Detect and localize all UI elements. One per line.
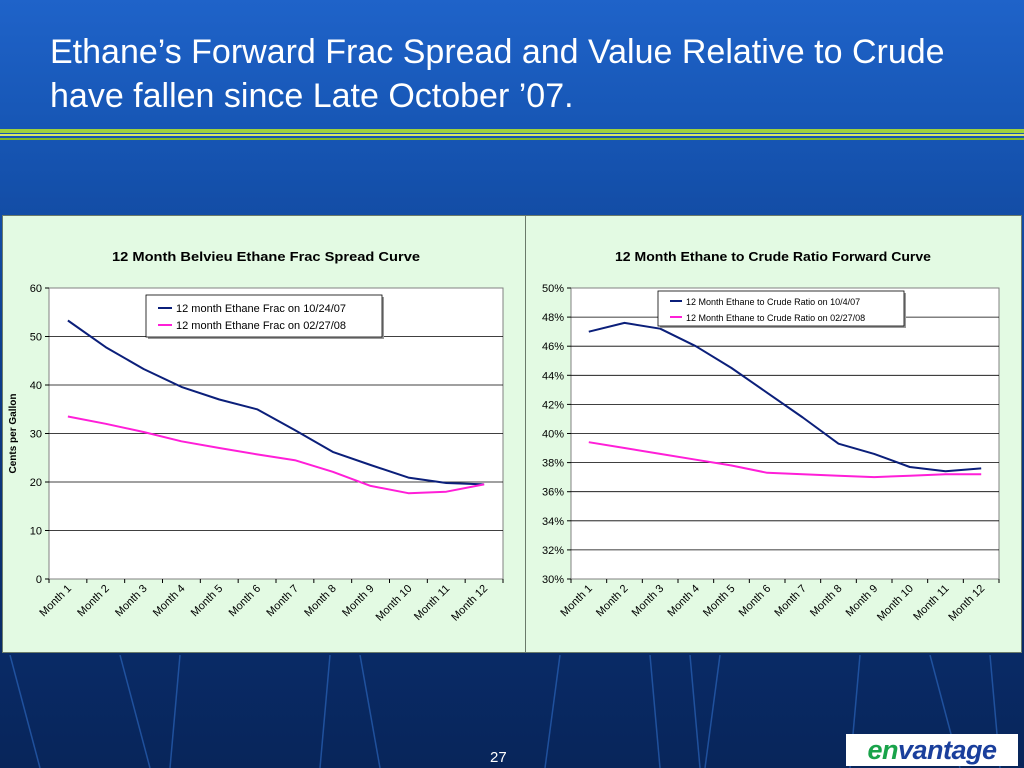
y-tick-label: 44% [542, 370, 564, 382]
y-tick-label: 40 [30, 380, 42, 392]
y-tick-label: 46% [542, 341, 564, 353]
legend-box [145, 294, 383, 338]
x-tick-label: Month 7 [772, 583, 809, 620]
y-tick-label: 42% [542, 399, 564, 411]
y-tick-label: 30 [30, 429, 42, 441]
x-tick-label: Month 7 [264, 583, 301, 620]
y-tick-label: 0 [36, 574, 42, 586]
y-tick-label: 50% [542, 283, 564, 295]
x-tick-label: Month 8 [808, 583, 845, 620]
x-tick-label: Month 5 [701, 583, 738, 620]
y-tick-label: 20 [30, 477, 42, 489]
y-tick-label: 60 [30, 283, 42, 295]
x-tick-label: Month 8 [302, 583, 339, 620]
ethane-crude-ratio-chart: 12 Month Ethane to Crude Ratio Forward C… [542, 249, 1000, 624]
title-rule [0, 129, 1024, 133]
x-tick-label: Month 1 [558, 583, 595, 620]
y-tick-label: 40% [542, 429, 564, 441]
x-tick-label: Month 9 [844, 583, 881, 620]
title-rule-thin [0, 134, 1024, 136]
page-number: 27 [490, 749, 507, 766]
series-line-1 [588, 321, 982, 473]
title-rule-lower [0, 138, 1024, 140]
y-tick-label: 34% [542, 516, 564, 528]
x-tick-label: Month 11 [911, 583, 951, 623]
y-axis-title: Cents per Gallon [8, 393, 19, 473]
y-tick-label: 10 [30, 526, 42, 538]
legend-label: 12 month Ethane Frac on 02/27/08 [176, 320, 346, 332]
y-tick-label: 50 [30, 332, 42, 344]
series-line-1 [67, 319, 485, 486]
x-tick-label: Month 2 [75, 583, 112, 620]
slide-title: Ethane’s Forward Frac Spread and Value R… [50, 33, 945, 115]
x-tick-label: Month 10 [374, 583, 415, 624]
x-tick-label: Month 2 [594, 583, 631, 620]
charts-panel: 12 Month Belvieu Ethane Frac Spread Curv… [2, 215, 1022, 653]
y-tick-label: 48% [542, 312, 564, 324]
x-tick-label: Month 3 [630, 583, 667, 620]
chart-title: 12 Month Belvieu Ethane Frac Spread Curv… [112, 249, 420, 264]
series-line-2 [588, 441, 982, 479]
legend-box [657, 290, 905, 327]
logo-text: envantage [867, 735, 997, 765]
x-tick-label: Month 1 [37, 583, 74, 620]
x-tick-label: Month 10 [875, 583, 916, 624]
legend-label: 12 Month Ethane to Crude Ratio on 10/4/0… [686, 297, 860, 307]
y-tick-label: 30% [542, 574, 564, 586]
x-tick-label: Month 9 [340, 583, 377, 620]
legend-label: 12 month Ethane Frac on 10/24/07 [176, 303, 346, 315]
chart-title: 12 Month Ethane to Crude Ratio Forward C… [615, 249, 931, 264]
series-line-2 [67, 415, 485, 495]
x-tick-label: Month 4 [151, 583, 188, 620]
chart-divider [525, 216, 526, 652]
y-tick-label: 38% [542, 458, 564, 470]
x-tick-label: Month 6 [737, 583, 774, 620]
x-tick-label: Month 12 [946, 583, 987, 624]
x-tick-label: Month 6 [227, 583, 264, 620]
y-tick-label: 36% [542, 487, 564, 499]
frac-spread-chart: 12 Month Belvieu Ethane Frac Spread Curv… [8, 249, 504, 624]
legend-label: 12 Month Ethane to Crude Ratio on 02/27/… [686, 313, 865, 323]
x-tick-label: Month 5 [189, 583, 226, 620]
x-tick-label: Month 4 [665, 583, 702, 620]
y-tick-label: 32% [542, 545, 564, 557]
x-tick-label: Month 11 [412, 583, 452, 623]
x-tick-label: Month 3 [113, 583, 150, 620]
company-logo: envantage [846, 734, 1018, 766]
x-tick-label: Month 12 [449, 583, 490, 624]
